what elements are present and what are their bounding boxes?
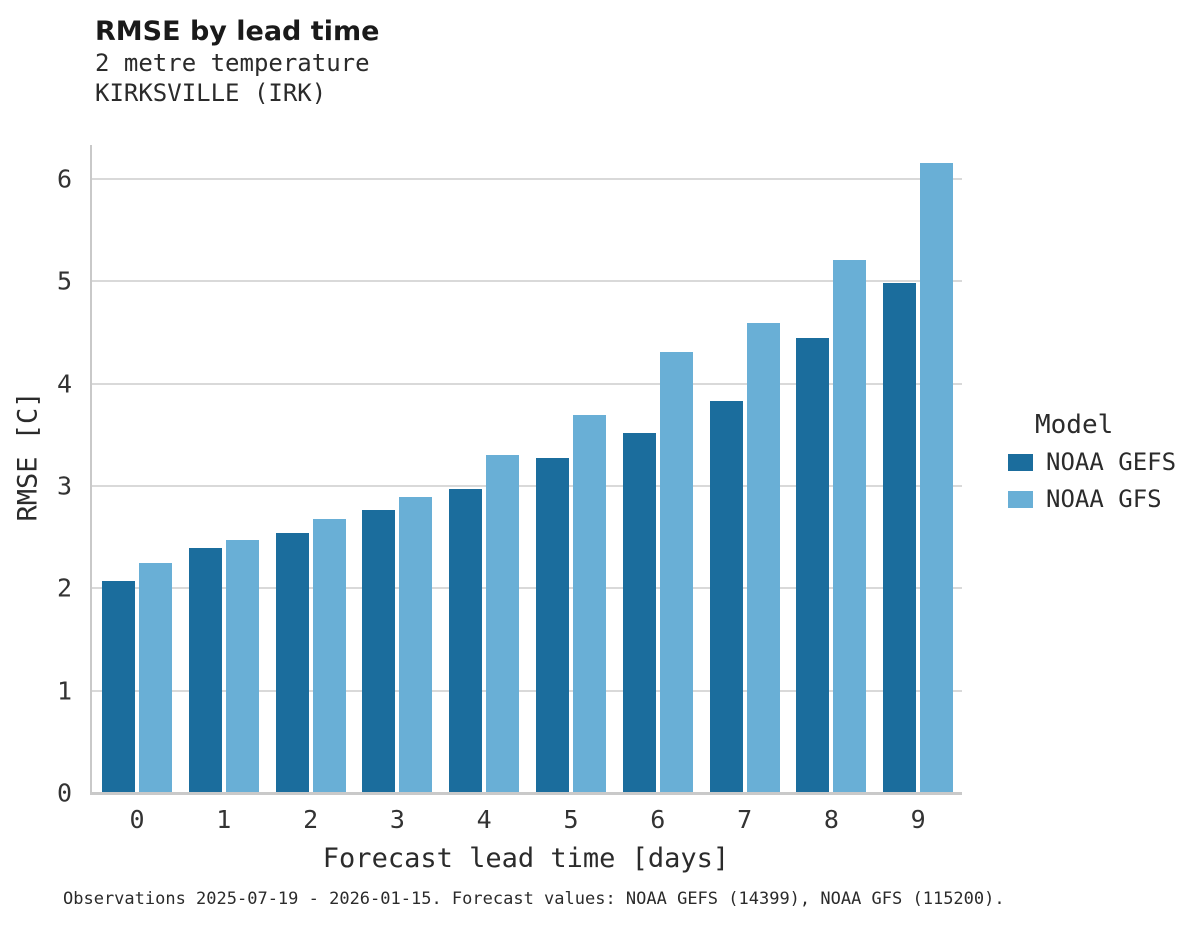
y-tick-label-6: 6	[56, 164, 72, 194]
y-axis-label: RMSE [C]	[12, 391, 44, 522]
chart-subtitle-station: KIRKSVILLE (IRK)	[95, 79, 327, 108]
y-tick-label-1: 1	[56, 676, 72, 706]
x-tick-label-1: 1	[216, 805, 232, 834]
bar-noaa-gfs-day-4	[486, 455, 520, 793]
bar-noaa-gfs-day-9	[920, 163, 954, 793]
x-tick-label-6: 6	[650, 805, 666, 834]
gridline-1	[90, 689, 962, 692]
x-axis-label: Forecast lead time [days]	[322, 843, 730, 874]
bar-noaa-gfs-day-7	[746, 323, 780, 793]
bar-noaa-gefs-day-0	[102, 581, 135, 793]
legend-entry-noaa-gfs: NOAA GFS	[1008, 485, 1176, 513]
legend-title: Model	[1035, 410, 1114, 440]
x-tick-label-8: 8	[823, 805, 839, 834]
bar-noaa-gfs-day-1	[225, 540, 259, 793]
bar-noaa-gefs-day-8	[796, 338, 830, 793]
bar-noaa-gefs-day-6	[622, 432, 656, 793]
legend-swatch	[1008, 490, 1033, 508]
x-tick-label-4: 4	[476, 805, 492, 834]
x-tick-label-0: 0	[129, 805, 145, 834]
x-axis-spine	[90, 792, 962, 795]
legend-label: NOAA GFS	[1046, 485, 1162, 513]
bar-noaa-gfs-day-8	[833, 259, 867, 793]
chart-subtitle-variable: 2 metre temperature	[95, 49, 370, 78]
plot-area: 0 1 2 3 4 5 6 0 1 2 3 4 5 6 7 8 9	[57, 145, 962, 834]
x-tick-label-2: 2	[303, 805, 319, 834]
y-tick-label-2: 2	[56, 573, 72, 603]
chart-title: RMSE by lead time	[95, 16, 380, 47]
bar-noaa-gfs-day-6	[659, 351, 693, 793]
bar-noaa-gfs-day-5	[573, 415, 606, 793]
x-tick-label-7: 7	[737, 805, 753, 834]
legend-entry-noaa-gefs: NOAA GEFS	[1008, 448, 1176, 476]
bar-noaa-gefs-day-3	[362, 510, 396, 793]
gridline-5	[90, 280, 962, 283]
x-tick-label-5: 5	[563, 805, 579, 834]
title-block: RMSE by lead time 2 metre temperature KI…	[95, 16, 379, 108]
y-tick-label-4: 4	[56, 369, 72, 399]
x-tick-label-3: 3	[389, 805, 405, 834]
x-tick-label-9: 9	[910, 805, 926, 834]
gridline-6	[90, 177, 962, 180]
gridline-3	[90, 484, 962, 487]
bar-noaa-gefs-day-9	[883, 283, 917, 793]
y-axis-spine	[90, 145, 92, 793]
y-tick-label-3: 3	[56, 471, 72, 501]
legend: Model NOAA GEFS NOAA GFS	[1008, 410, 1176, 522]
gridline-2	[90, 587, 962, 590]
legend-label: NOAA GEFS	[1046, 448, 1177, 476]
legend-rows: NOAA GEFS NOAA GFS	[1008, 448, 1176, 513]
bar-noaa-gfs-day-2	[312, 518, 346, 793]
gridline-4	[90, 382, 962, 385]
bar-noaa-gefs-day-5	[536, 458, 569, 793]
bar-noaa-gefs-day-2	[275, 532, 309, 793]
legend-swatch	[1008, 453, 1033, 471]
bar-noaa-gefs-day-7	[709, 400, 743, 793]
y-tick-label-0: 0	[56, 778, 72, 808]
y-tick-label-5: 5	[56, 266, 72, 296]
bar-noaa-gfs-day-0	[139, 562, 172, 793]
bar-noaa-gfs-day-3	[399, 497, 433, 793]
bar-noaa-gefs-day-1	[188, 548, 222, 793]
bar-noaa-gefs-day-4	[449, 488, 483, 793]
footer-caption: Observations 2025-07-19 - 2026-01-15. Fo…	[63, 889, 1005, 909]
